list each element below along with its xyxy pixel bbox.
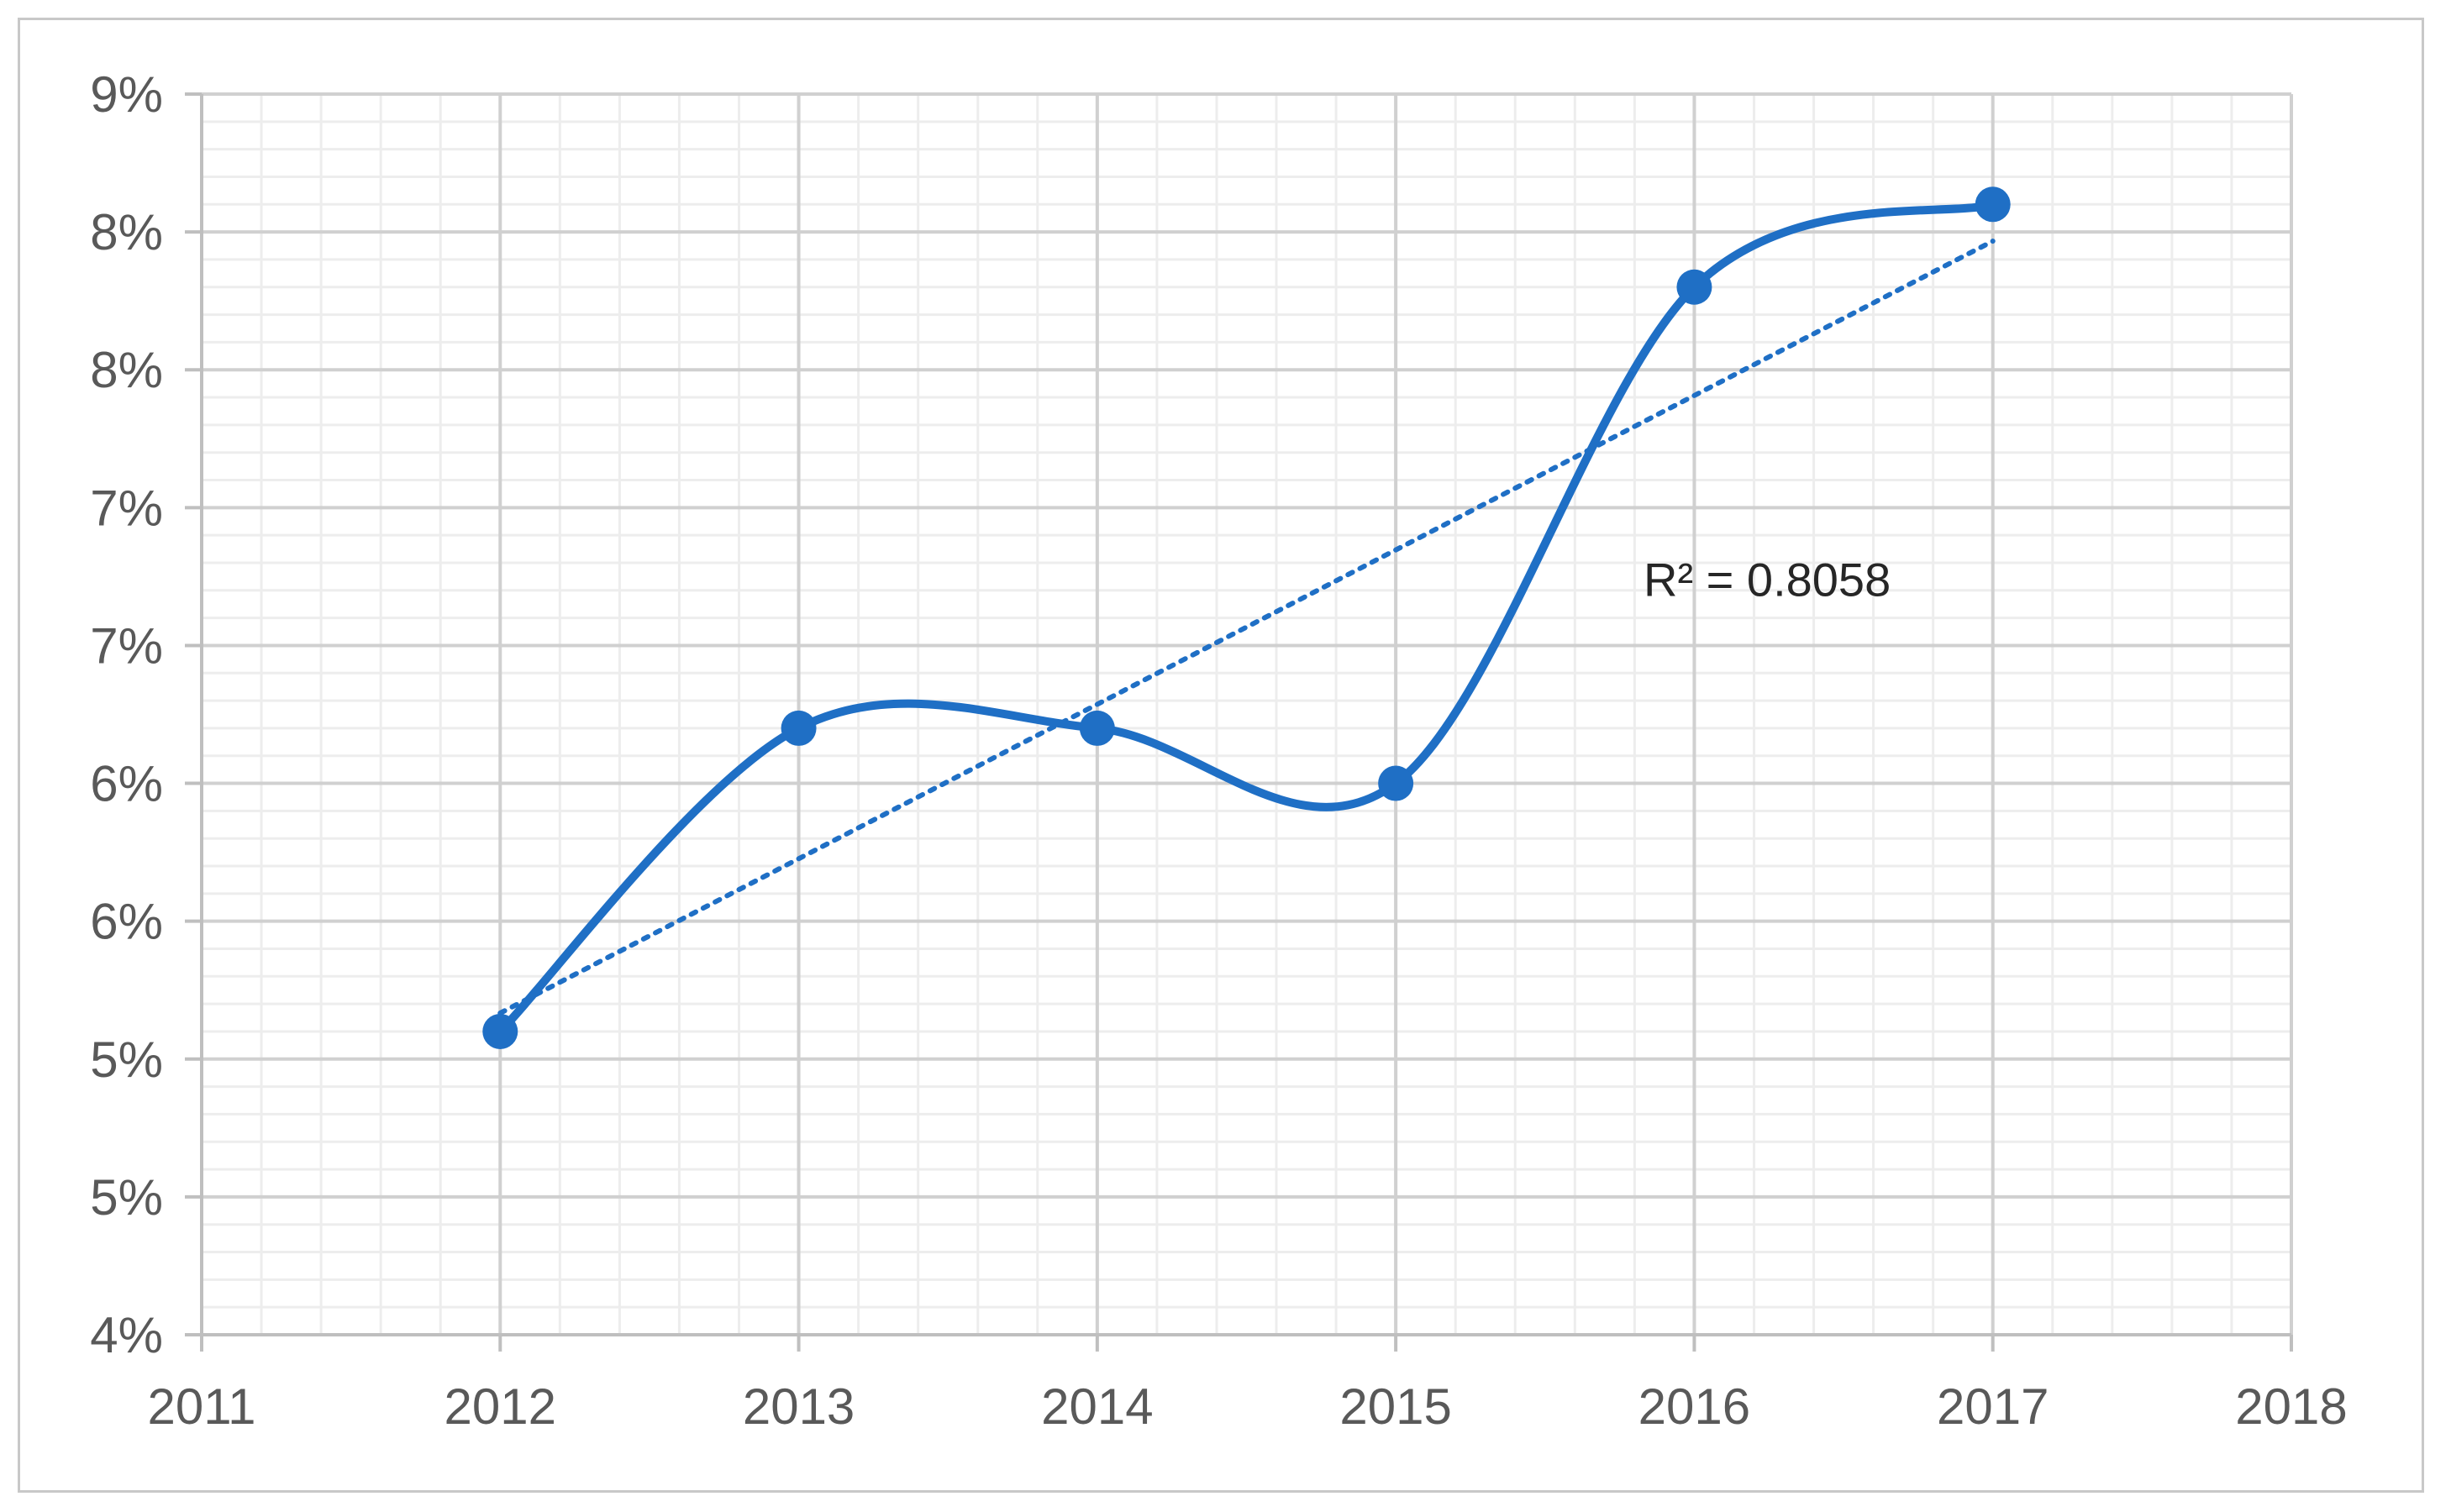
y-tick-label: 4% [90,1307,163,1363]
trendline [497,239,1996,1016]
data-point [1079,710,1115,746]
y-tick-label: 7% [90,617,163,674]
y-tick-label: 7% [90,480,163,536]
data-point [1676,269,1712,305]
axes [185,92,2293,1352]
x-tick-label: 2017 [1937,1378,2049,1435]
trendline-group [497,239,1996,1016]
x-tick-label: 2013 [743,1378,855,1435]
data-point [482,1013,518,1049]
x-tick-label: 2016 [1638,1378,1750,1435]
r-squared-annotation: R² = 0.8058 [1644,554,1891,606]
y-tick-label: 6% [90,894,163,950]
y-tick-label: 8% [90,342,163,398]
y-tick-label: 6% [90,756,163,812]
x-tick-label: 2015 [1339,1378,1451,1435]
data-point [1975,186,2011,223]
x-tick-label: 2018 [2235,1378,2347,1435]
y-axis-tick-labels: 4% 5% 5% 6% 6% 7% 7% 8% 8% 9% [90,66,163,1363]
y-tick-label: 5% [90,1169,163,1226]
y-tick-label: 9% [90,66,163,123]
x-tick-label: 2014 [1041,1378,1153,1435]
series-line [496,200,1997,1036]
x-tick-label: 2011 [147,1378,255,1435]
major-grid [200,92,2293,1336]
minor-grid [200,92,2293,1336]
y-tick-label: 8% [90,204,163,260]
data-point [781,710,817,746]
x-axis-tick-labels: 2011 2012 2013 2014 2015 2016 2017 2018 [147,1378,2347,1435]
y-tick-label: 5% [90,1032,163,1088]
x-tick-label: 2012 [444,1378,556,1435]
data-point [1378,765,1414,801]
series-group [482,186,2011,1049]
